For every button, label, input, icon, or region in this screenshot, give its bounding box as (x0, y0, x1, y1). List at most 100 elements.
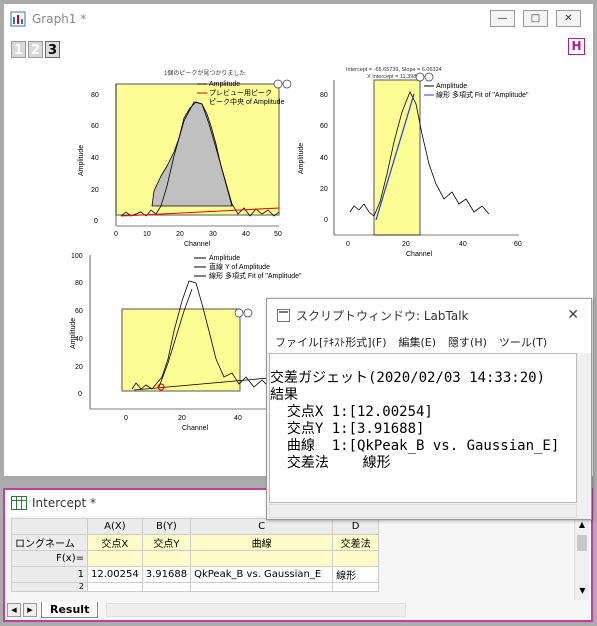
cell-b2[interactable] (141, 582, 192, 592)
row-label-2[interactable]: 2 (11, 582, 88, 592)
chart1-xtick-30: 30 (209, 231, 217, 238)
fx-d[interactable] (332, 550, 380, 567)
chart1-amplitude-line (120, 101, 280, 217)
chart3-y-line (133, 377, 270, 391)
chart-2[interactable]: Intercept = -65.65739, Slope = 6.06324 X… (284, 64, 534, 259)
cell-d2[interactable] (332, 582, 380, 592)
workbook-title: Intercept * (32, 496, 97, 510)
fx-b[interactable] (141, 550, 192, 567)
chart1-ytick-40: 40 (91, 155, 99, 162)
layer-tab-1[interactable]: 1 (11, 41, 26, 58)
horizontal-scrollbar[interactable] (106, 602, 407, 617)
script-output[interactable]: 交差ガジェット(2020/02/03 14:33:20) 結果 交点X 1:[1… (269, 353, 577, 503)
chart2-yellow-panel (373, 79, 421, 236)
sheet-tab-result[interactable]: Result (41, 601, 99, 618)
sheet-next-button[interactable]: ▶ (23, 602, 37, 617)
script-window-icon (277, 308, 290, 322)
chart3-ytick-20: 20 (75, 364, 83, 371)
chart3-xlabel: Channel (182, 425, 209, 432)
chart2-xtick-20: 20 (402, 241, 410, 248)
chart1-legend-2: プレビュー用ピーク (209, 88, 272, 97)
chart3-legend-3: 線形 多項式 Fit of "Amplitude" (209, 271, 302, 280)
scroll-down-icon[interactable]: ▼ (579, 586, 586, 595)
chart2-ytick-0: 0 (324, 217, 328, 224)
maximize-button[interactable]: □ (523, 10, 548, 27)
menu-hide[interactable]: 隠す(H) (448, 336, 487, 349)
chart1-xtick-20: 20 (176, 231, 184, 238)
graph-window[interactable]: Graph1 * — □ ✕ 1 2 3 H 1個のピークが見つかりました 0 … (3, 3, 594, 477)
layer-tab-3[interactable]: 3 (45, 41, 60, 58)
chart3-arrow-icon[interactable] (243, 308, 253, 318)
chart3-ytick-100: 100 (71, 253, 83, 260)
script-close-icon[interactable]: ✕ (567, 307, 579, 323)
scroll-up-icon[interactable]: ▲ (578, 520, 586, 529)
col-header-a[interactable]: A(X) (87, 518, 143, 535)
chart2-xtick-0: 0 (346, 241, 350, 248)
chart1-close-icon[interactable] (273, 79, 283, 89)
script-window[interactable]: スクリプトウィンドウ: LabTalk ✕ ファイル[ﾃｷｽﾄ形式](F) 編集… (266, 298, 592, 520)
menu-file[interactable]: ファイル[ﾃｷｽﾄ形式](F) (275, 336, 387, 349)
sheet-prev-button[interactable]: ◀ (7, 602, 21, 617)
chart3-close-icon[interactable] (234, 308, 244, 318)
chart2-ytick-20: 20 (320, 186, 328, 193)
col-header-d[interactable]: D (332, 518, 380, 535)
worksheet-grid[interactable]: A(X) B(Y) C D ロングネーム 交点X 交点Y 曲線 交差法 F(x)… (11, 518, 380, 592)
script-titlebar[interactable]: スクリプトウィンドウ: LabTalk ✕ (267, 299, 591, 331)
chart3-ytick-0: 0 (78, 391, 82, 398)
cell-c1[interactable]: QkPeak_B vs. Gaussian_E (190, 566, 334, 583)
row-label-fx[interactable]: F(x)= (11, 550, 88, 567)
close-button[interactable]: ✕ (556, 10, 581, 27)
cell-a2[interactable] (87, 582, 143, 592)
chart2-xtick-60: 60 (514, 241, 522, 248)
minimize-button[interactable]: — (490, 10, 515, 27)
layer-tab-2[interactable]: 2 (28, 41, 43, 58)
corner-cell[interactable] (11, 518, 88, 535)
chart2-ytick-40: 40 (320, 155, 328, 162)
chart1-ytick-60: 60 (91, 123, 99, 130)
chart2-close-icon[interactable] (415, 72, 425, 82)
chart2-legend-1: Amplitude (436, 83, 467, 90)
chart1-arrow-icon[interactable] (282, 79, 292, 89)
menu-edit[interactable]: 編集(E) (398, 336, 437, 349)
chart3-xtick-40: 40 (234, 415, 242, 422)
longname-b[interactable]: 交点Y (141, 534, 192, 551)
chart2-arrow-icon[interactable] (424, 72, 434, 82)
sheet-tab-bar: ◀ ▶ Result (7, 601, 407, 618)
chart1-xtick-0: 0 (114, 231, 118, 238)
vertical-scrollbar[interactable]: ▲ ▼ (574, 520, 589, 600)
col-header-b[interactable]: B(Y) (141, 518, 192, 535)
cell-a1[interactable]: 12.00254 (87, 566, 143, 583)
chart3-ylabel: Amplitude (70, 318, 77, 349)
chart1-ytick-0: 0 (94, 218, 98, 225)
chart3-xtick-20: 20 (178, 415, 186, 422)
longname-d[interactable]: 交差法 (332, 534, 380, 551)
row-label-longname[interactable]: ロングネーム (11, 534, 88, 551)
chart2-ytick-80: 80 (320, 92, 328, 99)
chart-3[interactable]: 0 20 40 60 80 100 0 20 40 Channel Amplit… (64, 249, 309, 439)
chart3-legend-2: 直線 Y of Amplitude (209, 262, 270, 271)
chart1-legend-3: ピーク中央 of Amplitude (209, 97, 285, 106)
chart1-ytick-80: 80 (91, 92, 99, 99)
cell-c2[interactable] (190, 582, 334, 592)
chart2-xtick-40: 40 (459, 241, 467, 248)
scroll-thumb[interactable] (577, 535, 587, 551)
chart3-ytick-80: 80 (75, 280, 83, 287)
chart2-header-2: X Intercept = 11.39854 (367, 74, 422, 80)
chart3-intersection-marker[interactable] (157, 383, 165, 391)
chart2-fit-line (375, 93, 415, 221)
menu-tools[interactable]: ツール(T) (498, 336, 548, 349)
chart-1[interactable]: 1個のピークが見つかりました 0 20 40 60 80 0 10 20 30 … (64, 66, 309, 261)
cell-d1[interactable]: 線形 (332, 566, 380, 583)
chart3-ytick-40: 40 (75, 336, 83, 343)
chart2-xlabel: Channel (406, 251, 433, 258)
script-scrollbar[interactable] (269, 504, 577, 518)
longname-a[interactable]: 交点X (87, 534, 143, 551)
fx-c[interactable] (190, 550, 334, 567)
fx-a[interactable] (87, 550, 143, 567)
cell-b1[interactable]: 3.91688 (141, 566, 192, 583)
longname-c[interactable]: 曲線 (190, 534, 334, 551)
graph-app-icon (10, 11, 26, 27)
h-button[interactable]: H (568, 38, 585, 55)
col-header-c[interactable]: C (190, 518, 334, 535)
row-label-1[interactable]: 1 (11, 566, 88, 583)
